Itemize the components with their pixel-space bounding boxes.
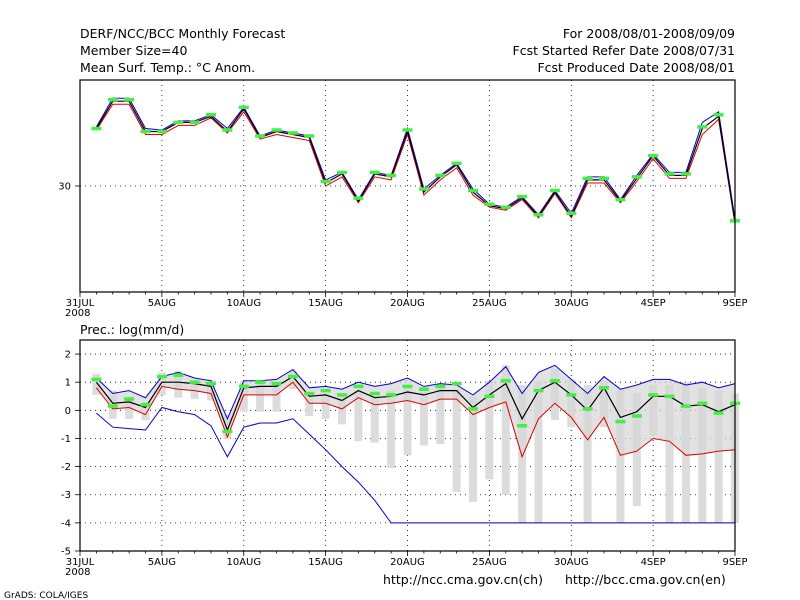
- series-line-mean: [95, 100, 736, 223]
- chart-footer: GrADS: COLA/IGES http://ncc.cma.gov.cn(c…: [4, 572, 726, 600]
- header-title: DERF/NCC/BCC Monthly Forecast: [80, 26, 285, 41]
- series-line-lower: [96, 381, 736, 459]
- series-line-upper: [96, 364, 736, 421]
- x-tick-label: 9SEP: [722, 557, 747, 568]
- observation-markers: [91, 373, 740, 434]
- spread-bar: [485, 380, 494, 480]
- header-variable: Mean Surf. Temp.: °C Anom.: [80, 60, 255, 75]
- x-tick-label: 15AUG: [308, 298, 343, 309]
- spread-bar: [452, 389, 461, 492]
- header-produced-date: Fcst Produced Date 2008/08/01: [537, 60, 735, 75]
- spread-bar: [714, 390, 723, 523]
- spread-bar: [469, 396, 477, 502]
- x-tick-label: 30AUG: [554, 557, 589, 568]
- spread-bar: [272, 380, 281, 412]
- x-tick-label: 5AUG: [148, 298, 176, 309]
- chart-header: DERF/NCC/BCC Monthly Forecast Member Siz…: [80, 26, 735, 75]
- y-tick-label: 1: [65, 378, 71, 389]
- url-chinese[interactable]: http://ncc.cma.gov.cn(ch): [383, 572, 543, 587]
- y-axis: 2 1 0 -1 -2 -3 -4 -5: [61, 350, 80, 558]
- x-year-label: 2008: [65, 308, 90, 319]
- grads-credit: GrADS: COLA/IGES: [4, 591, 88, 600]
- y-tick-label: 0: [65, 406, 71, 417]
- spread-bar: [419, 390, 428, 446]
- spread-bar: [436, 385, 445, 445]
- series-line-lower: [95, 103, 736, 224]
- x-tick-label: 25AUG: [472, 557, 507, 568]
- observation-markers: [91, 97, 740, 223]
- x-tick-label: 10AUG: [226, 557, 261, 568]
- temperature-panel: 31JUL 5AUG 10AUG 15AUG 20AUG 25AUG 30AUG 4SEP 9S…: [58, 79, 748, 319]
- y-axis: 30: [58, 182, 80, 193]
- series-line-mean: [95, 375, 736, 432]
- precip-panel-title: Prec.: log(mm/d): [80, 322, 184, 337]
- x-year-label: 2008: [65, 567, 90, 578]
- y-tick-label: -4: [61, 518, 71, 529]
- header-member-size: Member Size=40: [80, 43, 187, 58]
- y-tick-label: 2: [65, 350, 71, 361]
- x-tick-label: 25AUG: [472, 298, 507, 309]
- y-tick-label: -1: [61, 434, 71, 445]
- spread-bar: [534, 380, 543, 523]
- y-tick-label: -3: [61, 490, 71, 501]
- y-tick-label: -2: [61, 462, 71, 473]
- x-axis: 31JUL 5AUG 10AUG 15AUG 20AUG 25AUG 30AUG 4SEP 9S…: [65, 551, 748, 578]
- x-tick-label: 30AUG: [554, 298, 589, 309]
- series-line-bottom: [96, 406, 735, 524]
- x-tick-label: 31JUL: [66, 298, 95, 309]
- spread-bar: [403, 385, 412, 456]
- spread-bar: [305, 393, 314, 416]
- x-tick-label: 4SEP: [641, 298, 666, 309]
- header-period: For 2008/08/01-2008/09/09: [563, 26, 735, 41]
- spread-bar: [616, 389, 625, 523]
- spread-bar: [698, 387, 707, 523]
- y-tick-label: -5: [61, 547, 71, 558]
- y-tick-label: 30: [58, 182, 71, 193]
- x-tick-label: 20AUG: [390, 557, 425, 568]
- spread-bar: [665, 385, 674, 523]
- spread-bar: [321, 393, 330, 419]
- precipitation-panel: 31JUL 5AUG 10AUG 15AUG 20AUG 25AUG 30AUG 4SEP 9S…: [61, 339, 748, 578]
- spread-bar: [370, 393, 379, 443]
- spread-bar: [583, 385, 592, 523]
- ensemble-range-shade: [96, 365, 735, 457]
- x-tick-label: 9SEP: [722, 298, 747, 309]
- header-start-date: Fcst Started Refer Date 2008/07/31: [513, 43, 736, 58]
- series-line-upper: [95, 97, 736, 220]
- x-axis: 31JUL 5AUG 10AUG 15AUG 20AUG 25AUG 30AUG 4SEP 9S…: [65, 292, 748, 319]
- spread-bar: [354, 390, 363, 442]
- spread-bar: [387, 390, 396, 468]
- spread-bar: [256, 380, 265, 412]
- x-tick-label: 15AUG: [308, 557, 343, 568]
- x-tick-label: 4SEP: [641, 557, 666, 568]
- x-tick-label: 31JUL: [66, 557, 95, 568]
- x-tick-label: 20AUG: [390, 298, 425, 309]
- x-tick-label: 10AUG: [226, 298, 261, 309]
- spread-bar: [501, 365, 510, 495]
- x-tick-label: 5AUG: [148, 557, 176, 568]
- url-english[interactable]: http://bcc.cma.gov.cn(en): [565, 572, 726, 587]
